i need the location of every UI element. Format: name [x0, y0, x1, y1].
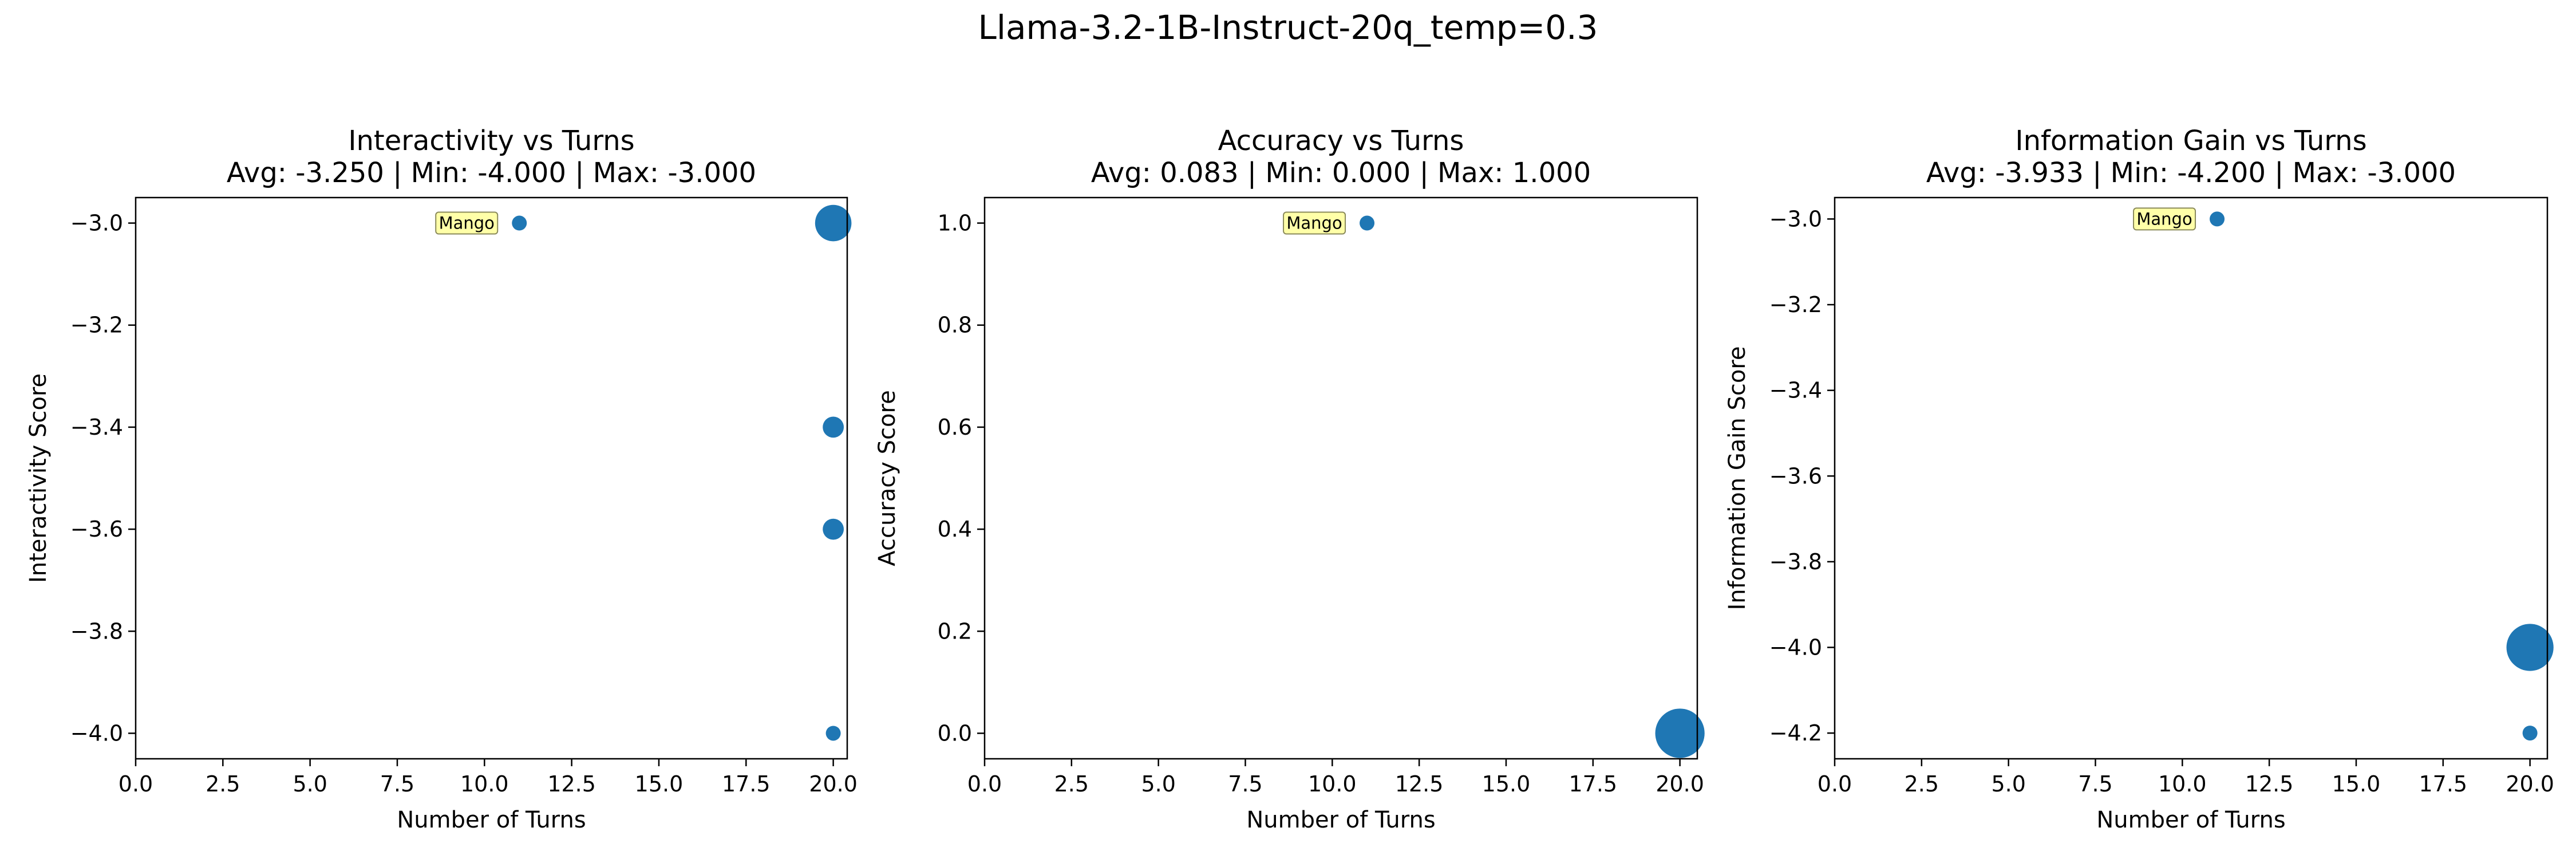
annotation-label: Mango — [2136, 209, 2192, 228]
x-tick-label: 12.5 — [1395, 771, 1444, 797]
x-tick-label: 10.0 — [460, 771, 509, 797]
plot-frame — [135, 196, 848, 760]
data-point — [2522, 726, 2538, 741]
y-tick-label: −3.4 — [70, 415, 123, 440]
y-tick-label: −3.8 — [1769, 549, 1822, 574]
x-axis-label: Number of Turns — [1246, 807, 1435, 833]
chart-title: Interactivity vs Turns — [348, 125, 634, 157]
y-tick-label: 0.6 — [938, 415, 972, 440]
x-tick-label: 0.0 — [118, 771, 153, 797]
data-point — [825, 726, 841, 741]
y-tick-label: 0.2 — [938, 618, 972, 644]
x-tick-label: 17.5 — [722, 771, 771, 797]
annotation-box — [2133, 207, 2196, 231]
y-tick-label: −3.8 — [70, 618, 123, 644]
y-tick-label: 1.0 — [938, 211, 972, 236]
data-point — [823, 518, 844, 540]
chart-subtitle: Avg: -3.250 | Min: -4.000 | Max: -3.000 — [227, 157, 756, 189]
y-tick-label: −3.2 — [70, 313, 123, 338]
data-point — [1360, 215, 1375, 231]
x-tick-label: 20.0 — [1656, 771, 1704, 797]
y-tick-label: 0.0 — [938, 720, 972, 746]
x-tick-label: 5.0 — [293, 771, 327, 797]
x-tick-label: 17.5 — [1569, 771, 1618, 797]
x-tick-label: 10.0 — [2158, 771, 2207, 797]
y-axis-label: Interactivity Score — [25, 373, 52, 583]
data-point — [2506, 624, 2554, 671]
y-tick-label: −3.4 — [1769, 378, 1822, 403]
y-axis-label: Information Gain Score — [1724, 346, 1751, 610]
x-tick-label: 7.5 — [2078, 771, 2112, 797]
chart-title: Information Gain vs Turns — [2015, 125, 2366, 157]
chart-subtitle: Avg: -3.933 | Min: -4.200 | Max: -3.000 — [1926, 157, 2456, 189]
x-tick-label: 15.0 — [1482, 771, 1531, 797]
figure-suptitle: Llama-3.2-1B-Instruct-20q_temp=0.3 — [978, 8, 1598, 47]
data-point — [512, 215, 527, 231]
y-tick-label: −4.0 — [70, 720, 123, 746]
x-tick-label: 5.0 — [1141, 771, 1175, 797]
y-tick-label: −3.2 — [1769, 292, 1822, 317]
y-tick-label: −4.0 — [1769, 635, 1822, 660]
x-axis-label: Number of Turns — [397, 807, 586, 833]
x-tick-label: 7.5 — [1228, 771, 1262, 797]
x-tick-label: 2.5 — [1905, 771, 1939, 797]
annotation-label: Mango — [1286, 214, 1342, 233]
chart-subtitle: Avg: 0.083 | Min: 0.000 | Max: 1.000 — [1091, 157, 1591, 189]
y-tick-label: −3.0 — [70, 211, 123, 236]
y-tick-label: −3.0 — [1769, 206, 1822, 231]
data-point — [1655, 708, 1705, 758]
y-tick-label: −3.6 — [70, 517, 123, 542]
x-tick-label: 5.0 — [1991, 771, 2025, 797]
data-point — [815, 204, 852, 242]
annotation-box — [435, 211, 499, 235]
x-tick-label: 2.5 — [206, 771, 240, 797]
y-tick-label: 0.4 — [938, 517, 972, 542]
plot-frame — [983, 196, 1698, 760]
x-tick-label: 12.5 — [547, 771, 596, 797]
x-tick-label: 17.5 — [2419, 771, 2468, 797]
data-point — [2210, 211, 2225, 227]
y-tick-label: −3.6 — [1769, 463, 1822, 488]
x-tick-label: 0.0 — [967, 771, 1002, 797]
x-tick-label: 12.5 — [2245, 771, 2294, 797]
x-tick-label: 7.5 — [380, 771, 414, 797]
x-tick-label: 0.0 — [1818, 771, 1852, 797]
annotation-box — [1283, 211, 1346, 235]
x-tick-label: 10.0 — [1308, 771, 1357, 797]
x-axis-label: Number of Turns — [2096, 807, 2285, 833]
chart-title: Accuracy vs Turns — [1218, 125, 1464, 157]
x-tick-label: 20.0 — [2506, 771, 2554, 797]
y-axis-label: Accuracy Score — [874, 390, 900, 566]
x-tick-label: 15.0 — [2332, 771, 2381, 797]
x-tick-label: 15.0 — [635, 771, 683, 797]
x-tick-label: 2.5 — [1054, 771, 1089, 797]
plot-frame — [1834, 196, 2549, 760]
x-tick-label: 20.0 — [809, 771, 858, 797]
annotation-label: Mango — [439, 214, 495, 233]
data-point — [823, 416, 844, 438]
y-tick-label: −4.2 — [1769, 720, 1822, 746]
y-tick-label: 0.8 — [938, 313, 972, 338]
